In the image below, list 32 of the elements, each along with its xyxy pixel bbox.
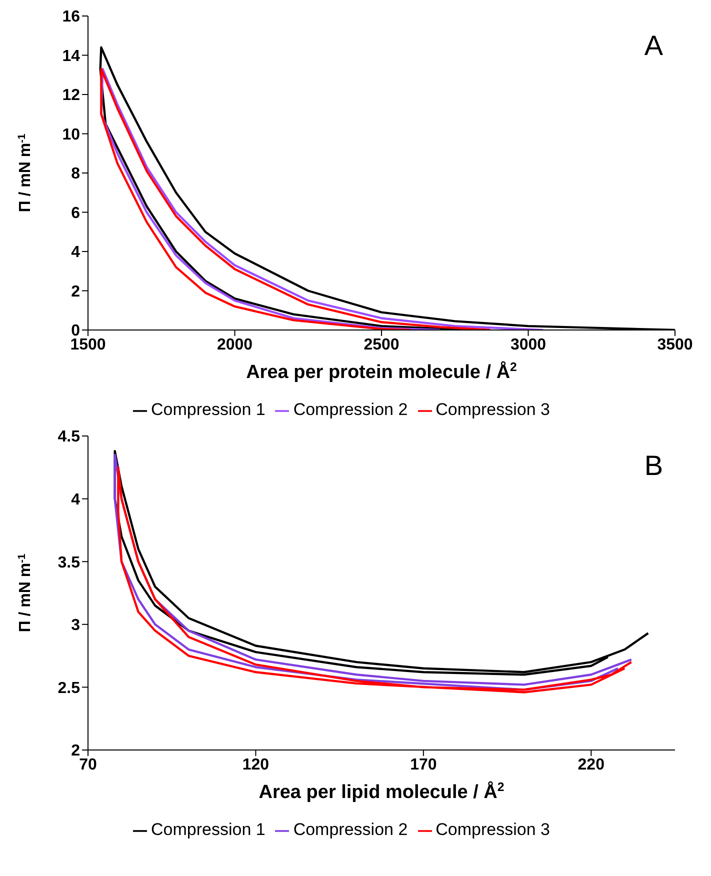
legend-label: Compression 3 [436, 820, 550, 839]
x-tick-label: 2000 [216, 336, 253, 354]
y-tick-label: 4.5 [58, 428, 80, 446]
y-tick-label: 2.5 [58, 680, 80, 697]
y-tick-label: 12 [62, 87, 80, 104]
y-tick-label: 4 [71, 244, 80, 262]
y-tick-label: 16 [62, 8, 80, 26]
annotation: B [644, 450, 663, 482]
y-tick-label: 14 [62, 48, 80, 65]
x-axis-title: Area per lipid molecule / Å$^{2}$ [258, 780, 504, 803]
x-tick-label: 220 [578, 756, 605, 774]
x-tick-label: 170 [410, 756, 437, 774]
x-axis-title: Area per protein molecule / Å$^{2}$ [246, 360, 518, 383]
y-tick-label: 4 [71, 491, 80, 508]
legend-label: Compression 3 [436, 400, 550, 419]
y-tick-label: 3 [71, 617, 80, 634]
x-tick-label: 3000 [510, 336, 546, 354]
y-tick-label: 8 [71, 166, 80, 183]
legend-label: Compression 2 [293, 400, 408, 419]
y-tick-label: 2 [71, 742, 80, 760]
legend-label: Compression 1 [151, 400, 266, 419]
x-tick-label: 2500 [364, 336, 400, 354]
y-tick-label: 10 [62, 126, 80, 144]
y-tick-label: 2 [71, 283, 80, 300]
legend-label: Compression 1 [151, 820, 266, 839]
y-tick-label: 6 [71, 204, 80, 222]
y-tick-label: 3.5 [58, 554, 80, 572]
x-tick-label: 120 [242, 756, 270, 774]
x-tick-label: 70 [79, 756, 97, 774]
x-tick-label: 3500 [657, 336, 693, 354]
annotation: A [644, 30, 663, 62]
legend-label: Compression 2 [293, 820, 408, 839]
